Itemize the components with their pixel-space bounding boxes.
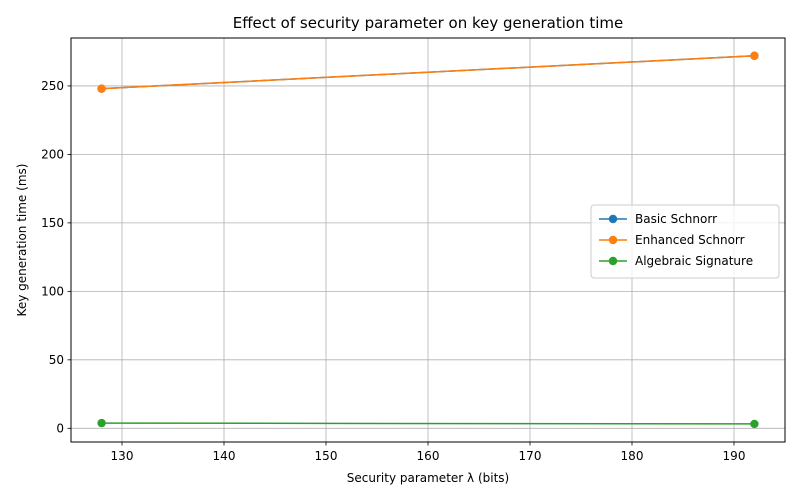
x-tick-label: 180: [621, 449, 644, 463]
legend-marker: [608, 214, 618, 224]
y-tick-label: 250: [41, 79, 64, 93]
data-point: [750, 51, 759, 61]
y-tick-label: 100: [41, 284, 64, 298]
legend: Basic Schnorr Enhanced Schnorr Algebraic S…: [590, 204, 780, 279]
legend-box: [590, 204, 780, 279]
x-tick-label: 190: [723, 449, 746, 463]
x-tick-label: 170: [519, 449, 542, 463]
legend-marker: [608, 256, 618, 266]
series-layer: [97, 51, 759, 429]
legend-label: Basic Schnorr: [635, 212, 717, 226]
y-tick-label: 150: [41, 216, 64, 230]
data-point: [97, 418, 106, 428]
y-axis-ticks: 0 50 100 150 200 250: [41, 79, 71, 435]
y-tick-label: 50: [49, 353, 64, 367]
x-tick-label: 130: [111, 449, 134, 463]
x-axis-ticks: 130 140 150 160 170 180 190: [111, 442, 746, 463]
x-tick-label: 140: [213, 449, 236, 463]
x-tick-label: 160: [417, 449, 440, 463]
y-axis-label: Key generation time (ms): [15, 164, 29, 317]
data-point: [750, 419, 759, 429]
legend-marker: [608, 235, 618, 245]
y-tick-label: 0: [56, 421, 64, 435]
series-line-2: [101, 422, 755, 425]
x-axis-label: Security parameter λ (bits): [347, 471, 509, 485]
x-tick-label: 150: [315, 449, 338, 463]
series-line-1: [101, 55, 755, 90]
chart-title: Effect of security parameter on key gene…: [233, 14, 624, 32]
y-tick-label: 200: [41, 147, 64, 161]
legend-label: Enhanced Schnorr: [635, 233, 745, 247]
legend-label: Algebraic Signature: [635, 254, 753, 268]
data-point: [97, 84, 106, 93]
